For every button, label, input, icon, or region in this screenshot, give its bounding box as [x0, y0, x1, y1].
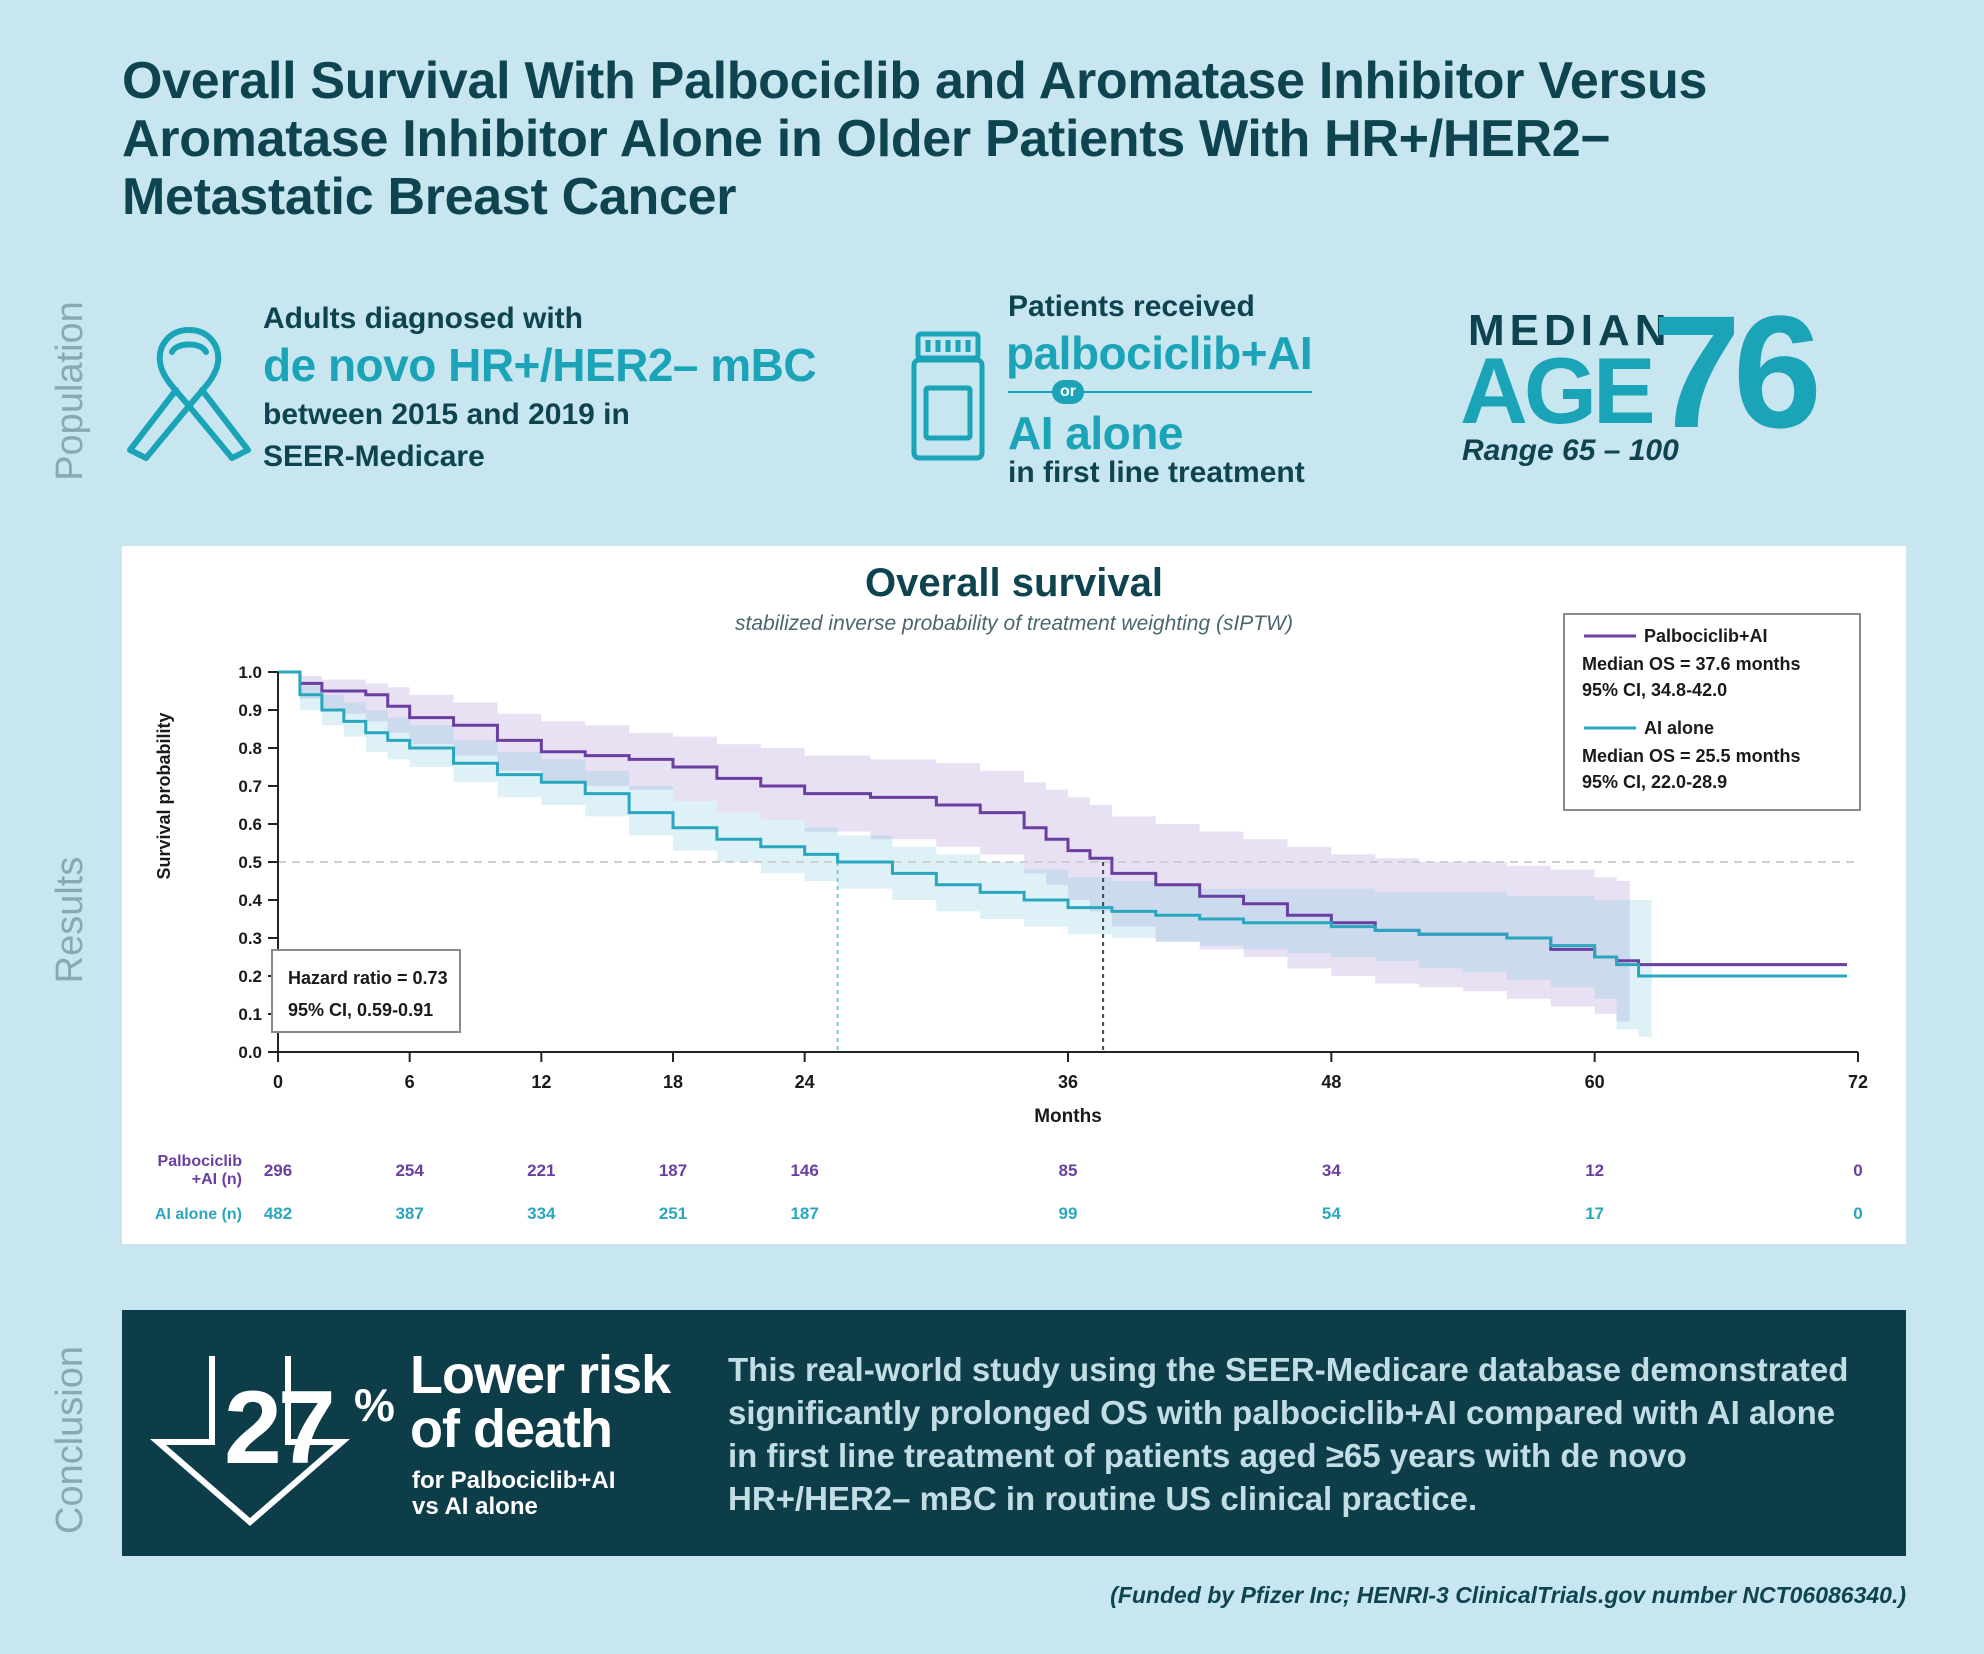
legend-ci-palbociclib: 95% CI, 34.8-42.0 — [1582, 680, 1727, 700]
awareness-ribbon-icon — [127, 327, 251, 461]
x-tick-label-2: 12 — [531, 1072, 551, 1092]
at-risk-value-1-2: 334 — [527, 1204, 556, 1223]
at-risk-value-1-5: 99 — [1059, 1204, 1078, 1223]
x-tick-label-0: 0 — [273, 1072, 283, 1092]
lower-risk-line1: Lower risk — [410, 1345, 671, 1405]
at-risk-value-1-4: 187 — [790, 1204, 818, 1223]
legend-median-palbociclib: Median OS = 37.6 months — [1582, 654, 1801, 674]
hazard-ratio-text: Hazard ratio = 0.73 — [288, 968, 448, 988]
y-tick-label-3: 0.3 — [238, 929, 262, 948]
y-tick-label-2: 0.2 — [238, 967, 262, 986]
or-divider — [1008, 391, 1312, 393]
at-risk-value-0-0: 296 — [264, 1161, 292, 1180]
section-label-population: Population — [49, 301, 91, 481]
treatment-line-label: in first line treatment — [1008, 456, 1305, 489]
comparison-line1: for Palbociclib+AI — [412, 1467, 616, 1494]
median-age-value: 76 — [1652, 282, 1822, 461]
x-tick-label-3: 18 — [663, 1072, 683, 1092]
risk-reduction-percent: 27 — [224, 1370, 336, 1486]
at-risk-value-1-6: 54 — [1322, 1204, 1341, 1223]
at-risk-value-1-8: 0 — [1853, 1204, 1862, 1223]
hazard-ratio-box — [271, 949, 461, 1033]
y-tick-label-5: 0.5 — [238, 853, 262, 872]
funding-note: (Funded by Pfizer Inc; HENRI-3 ClinicalT… — [1110, 1582, 1906, 1608]
conclusion-panel: 27 % Lower risk of death for Palbociclib… — [122, 1310, 1906, 1556]
conclusion-text: This real-world study using the SEER-Med… — [728, 1351, 1849, 1517]
treatment1-label: palbociclib+AI — [1006, 327, 1313, 379]
y-tick-label-10: 1.0 — [238, 663, 262, 682]
at-risk-value-1-3: 251 — [659, 1204, 687, 1223]
ci-band-0 — [278, 672, 1630, 1022]
population-highlight: de novo HR+/HER2– mBC — [263, 339, 817, 391]
received-label: Patients received — [1008, 290, 1255, 323]
treatment2-label: AI alone — [1008, 407, 1183, 459]
y-axis-label: Survival probability — [154, 712, 174, 879]
at-risk-value-1-0: 482 — [264, 1204, 292, 1223]
km-survival-chart: Overall survival stabilized inverse prob… — [154, 561, 1868, 1223]
y-tick-label-7: 0.7 — [238, 777, 262, 796]
pill-bottle-icon — [911, 331, 985, 461]
at-risk-value-0-7: 12 — [1585, 1161, 1604, 1180]
ci-band-1 — [278, 672, 1652, 1037]
lower-risk-heading: Lower risk of death — [410, 1345, 671, 1459]
chart-subtitle: stabilized inverse probability of treatm… — [735, 612, 1293, 635]
at-risk-value-0-4: 146 — [790, 1161, 818, 1180]
chart-panel: Overall survival stabilized inverse prob… — [122, 546, 1906, 1244]
x-tick-label-6: 48 — [1321, 1072, 1341, 1092]
age-label: AGE — [1460, 338, 1656, 443]
at-risk-value-0-3: 187 — [659, 1161, 687, 1180]
at-risk-label-ai-alone: AI alone (n) — [155, 1206, 242, 1223]
section-label-conclusion: Conclusion — [49, 1346, 91, 1534]
comparison-note: for Palbociclib+AI vs AI alone — [412, 1468, 615, 1520]
chart-title: Overall survival — [865, 561, 1163, 605]
survival-curve-1 — [278, 670, 1848, 978]
population-line4: SEER-Medicare — [263, 440, 485, 473]
legend-median-ai-alone: Median OS = 25.5 months — [1582, 746, 1801, 766]
y-tick-label-8: 0.8 — [238, 739, 262, 758]
median-label: MEDIAN — [1468, 306, 1672, 355]
at-risk-label-palbociclib: Palbociclib +AI (n) — [158, 1153, 243, 1188]
x-tick-label-4: 24 — [795, 1072, 815, 1092]
down-arrow-icon — [150, 1356, 350, 1526]
x-tick-label-8: 72 — [1848, 1072, 1868, 1092]
legend-box — [1563, 613, 1861, 811]
at-risk-value-0-1: 254 — [395, 1161, 424, 1180]
x-tick-label-1: 6 — [405, 1072, 415, 1092]
y-tick-label-4: 0.4 — [238, 891, 262, 910]
y-tick-label-6: 0.6 — [238, 815, 262, 834]
y-tick-label-9: 0.9 — [238, 701, 262, 720]
page-title: Overall Survival With Palbociclib and Ar… — [122, 52, 1708, 226]
population-line3: between 2015 and 2019 in — [263, 398, 630, 431]
at-risk-value-0-5: 85 — [1059, 1161, 1078, 1180]
age-range: Range 65 – 100 — [1462, 434, 1679, 467]
at-risk-value-0-6: 34 — [1322, 1161, 1341, 1180]
percent-symbol: % — [354, 1379, 395, 1431]
y-tick-label-1: 0.1 — [238, 1005, 262, 1024]
x-tick-label-7: 60 — [1585, 1072, 1605, 1092]
legend-name-ai-alone: AI alone — [1644, 718, 1714, 738]
hazard-ci-text: 95% CI, 0.59-0.91 — [288, 1000, 433, 1020]
population-line1: Adults diagnosed with — [263, 302, 583, 335]
comparison-line2: vs AI alone — [412, 1493, 538, 1520]
legend-name-palbociclib: Palbociclib+AI — [1644, 626, 1768, 646]
at-risk-value-0-2: 221 — [527, 1161, 555, 1180]
x-tick-label-5: 36 — [1058, 1072, 1078, 1092]
at-risk-value-0-8: 0 — [1853, 1161, 1862, 1180]
legend-ci-ai-alone: 95% CI, 22.0-28.9 — [1582, 772, 1727, 792]
at-risk-value-1-1: 387 — [395, 1204, 423, 1223]
y-tick-label-0: 0.0 — [238, 1043, 262, 1062]
lower-risk-line2: of death — [410, 1399, 613, 1459]
x-axis-label: Months — [1034, 1106, 1102, 1127]
or-badge: or — [1052, 380, 1084, 404]
at-risk-value-1-7: 17 — [1585, 1204, 1604, 1223]
section-label-results: Results — [49, 856, 91, 984]
